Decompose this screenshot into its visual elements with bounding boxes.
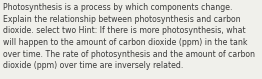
- Text: Photosynthesis is a process by which components change.
Explain the relationship: Photosynthesis is a process by which com…: [3, 3, 255, 70]
